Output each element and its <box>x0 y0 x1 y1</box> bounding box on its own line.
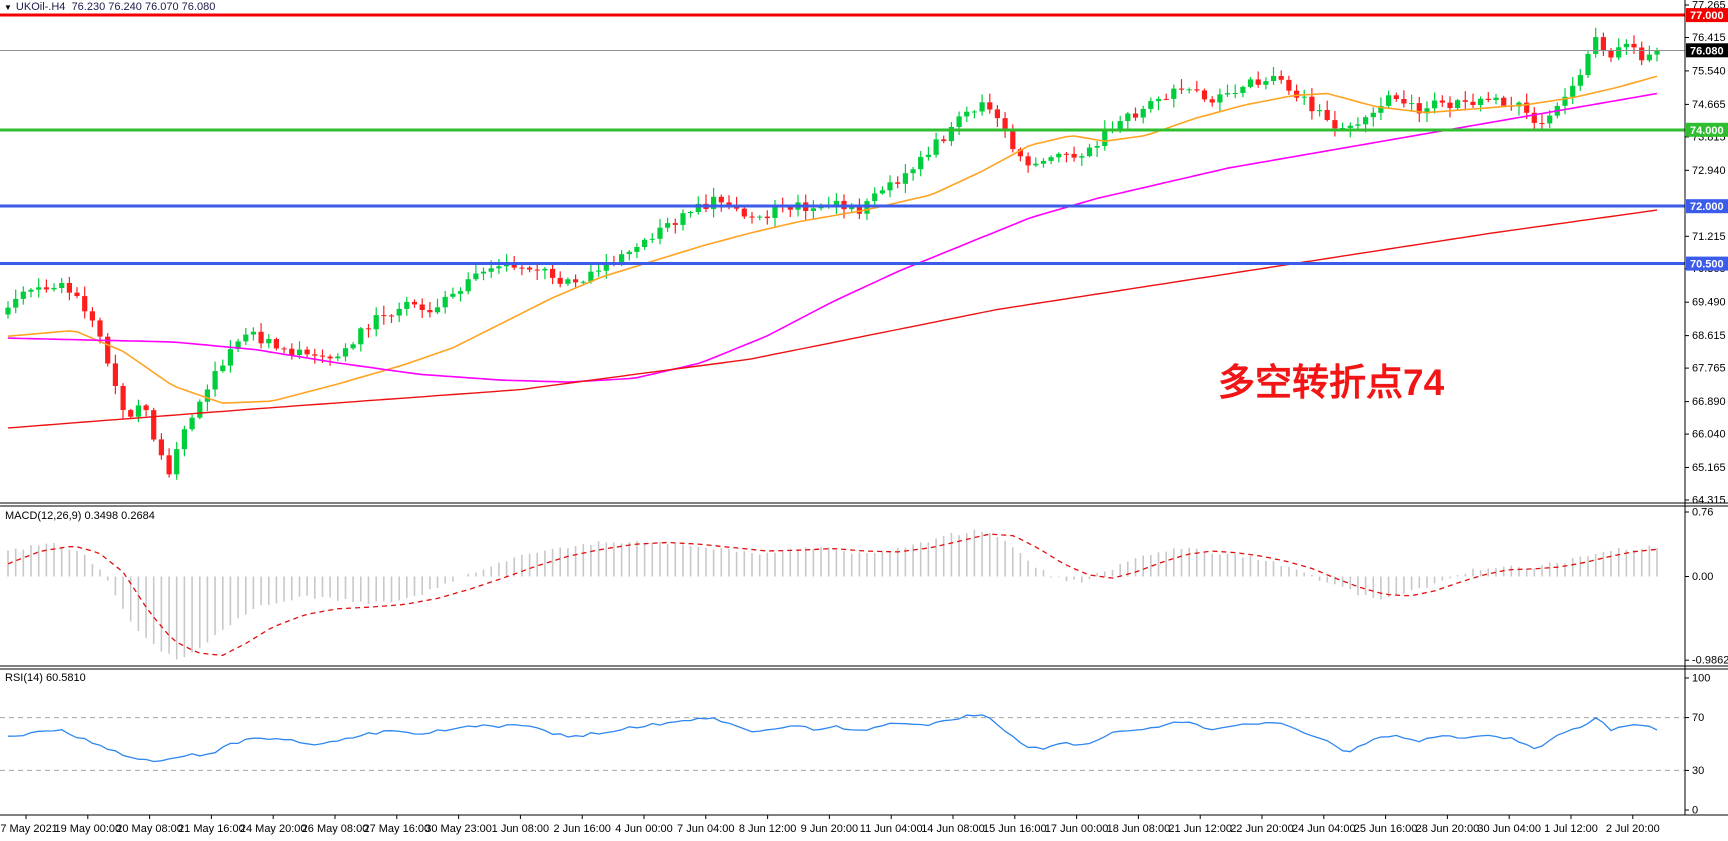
svg-text:68.615: 68.615 <box>1692 330 1726 342</box>
svg-text:0.00: 0.00 <box>1692 571 1713 583</box>
svg-text:69.490: 69.490 <box>1692 297 1726 309</box>
svg-text:65.165: 65.165 <box>1692 462 1726 474</box>
symbol-timeframe-label: UKOil-.H4 <box>15 1 66 13</box>
chart-text-annotation: 多空转折点74 <box>1218 362 1445 403</box>
svg-text:30: 30 <box>1692 765 1704 777</box>
ma-slow-line <box>7 209 1658 429</box>
svg-text:74.000: 74.000 <box>1690 125 1724 137</box>
symbol-title-bar: ▼ UKOil-.H4 76.230 76.240 76.070 76.080 <box>4 1 215 13</box>
svg-text:24 May 20:00: 24 May 20:00 <box>240 823 307 835</box>
svg-text:28 Jun 20:00: 28 Jun 20:00 <box>1416 823 1480 835</box>
macd-indicator-label: MACD(12,26,9) 0.3498 0.2684 <box>5 510 155 522</box>
panel-separators[interactable] <box>0 0 1728 816</box>
svg-text:66.890: 66.890 <box>1692 396 1726 408</box>
svg-text:15 Jun 16:00: 15 Jun 16:00 <box>983 823 1047 835</box>
macd-signal-line <box>7 533 1658 656</box>
macd-histogram <box>7 529 1658 660</box>
svg-text:22 Jun 20:00: 22 Jun 20:00 <box>1230 823 1294 835</box>
svg-text:71.215: 71.215 <box>1692 231 1726 243</box>
svg-text:67.765: 67.765 <box>1692 363 1726 375</box>
svg-text:0: 0 <box>1692 805 1698 817</box>
svg-text:-0.9862: -0.9862 <box>1692 655 1728 667</box>
svg-text:72.940: 72.940 <box>1692 165 1726 177</box>
ohlc-readout: 76.230 76.240 76.070 76.080 <box>71 1 216 13</box>
svg-text:0.76: 0.76 <box>1692 507 1713 519</box>
ma-mid-line <box>7 92 1658 383</box>
svg-text:27 May 16:00: 27 May 16:00 <box>363 823 430 835</box>
svg-text:30 May 23:00: 30 May 23:00 <box>425 823 492 835</box>
svg-text:14 Jun 08:00: 14 Jun 08:00 <box>921 823 985 835</box>
rsi-indicator-label: RSI(14) 60.5810 <box>5 672 86 684</box>
svg-text:77.265: 77.265 <box>1692 0 1726 12</box>
svg-text:24 Jun 04:00: 24 Jun 04:00 <box>1292 823 1356 835</box>
svg-text:4 Jun 00:00: 4 Jun 00:00 <box>615 823 673 835</box>
price-level-lines[interactable] <box>0 13 1685 266</box>
ma-fast-line <box>7 75 1658 404</box>
svg-text:17 May 2021: 17 May 2021 <box>0 823 58 835</box>
svg-text:70.500: 70.500 <box>1690 259 1724 271</box>
svg-text:2 Jun 16:00: 2 Jun 16:00 <box>553 823 611 835</box>
svg-text:25 Jun 16:00: 25 Jun 16:00 <box>1354 823 1418 835</box>
svg-text:26 May 08:00: 26 May 08:00 <box>302 823 369 835</box>
svg-text:76.415: 76.415 <box>1692 32 1726 44</box>
svg-text:7 Jun 04:00: 7 Jun 04:00 <box>677 823 735 835</box>
price-axis-badges: 77.000 74.000 72.000 70.500 76.080 <box>1686 8 1728 271</box>
rsi-level-lines <box>0 717 1685 771</box>
expander-icon[interactable]: ▼ <box>4 3 12 12</box>
macd-axis-labels: 0.76 0.00 -0.9862 <box>1685 507 1728 667</box>
svg-text:18 Jun 08:00: 18 Jun 08:00 <box>1107 823 1171 835</box>
svg-text:8 Jun 12:00: 8 Jun 12:00 <box>739 823 797 835</box>
svg-text:19 May 00:00: 19 May 00:00 <box>54 823 121 835</box>
rsi-line <box>7 714 1658 763</box>
svg-text:76.080: 76.080 <box>1690 45 1724 57</box>
svg-text:21 Jun 12:00: 21 Jun 12:00 <box>1168 823 1232 835</box>
rsi-axis-labels: 100 70 30 0 <box>1685 673 1710 817</box>
svg-text:66.040: 66.040 <box>1692 429 1726 441</box>
svg-text:11 Jun 04:00: 11 Jun 04:00 <box>860 823 923 835</box>
svg-text:70: 70 <box>1692 712 1704 724</box>
svg-text:77.000: 77.000 <box>1690 10 1724 22</box>
svg-text:75.540: 75.540 <box>1692 65 1726 77</box>
svg-text:20 May 08:00: 20 May 08:00 <box>116 823 183 835</box>
svg-text:100: 100 <box>1692 673 1710 685</box>
svg-text:74.665: 74.665 <box>1692 99 1726 111</box>
svg-text:72.000: 72.000 <box>1690 201 1724 213</box>
svg-text:30 Jun 04:00: 30 Jun 04:00 <box>1477 823 1541 835</box>
svg-text:64.315: 64.315 <box>1692 495 1726 507</box>
svg-text:2 Jul 20:00: 2 Jul 20:00 <box>1606 823 1660 835</box>
svg-text:17 Jun 00:00: 17 Jun 00:00 <box>1045 823 1109 835</box>
svg-text:21 May 16:00: 21 May 16:00 <box>178 823 245 835</box>
svg-text:1 Jun 08:00: 1 Jun 08:00 <box>492 823 550 835</box>
svg-text:1 Jul 12:00: 1 Jul 12:00 <box>1544 823 1598 835</box>
svg-text:9 Jun 20:00: 9 Jun 20:00 <box>801 823 859 835</box>
